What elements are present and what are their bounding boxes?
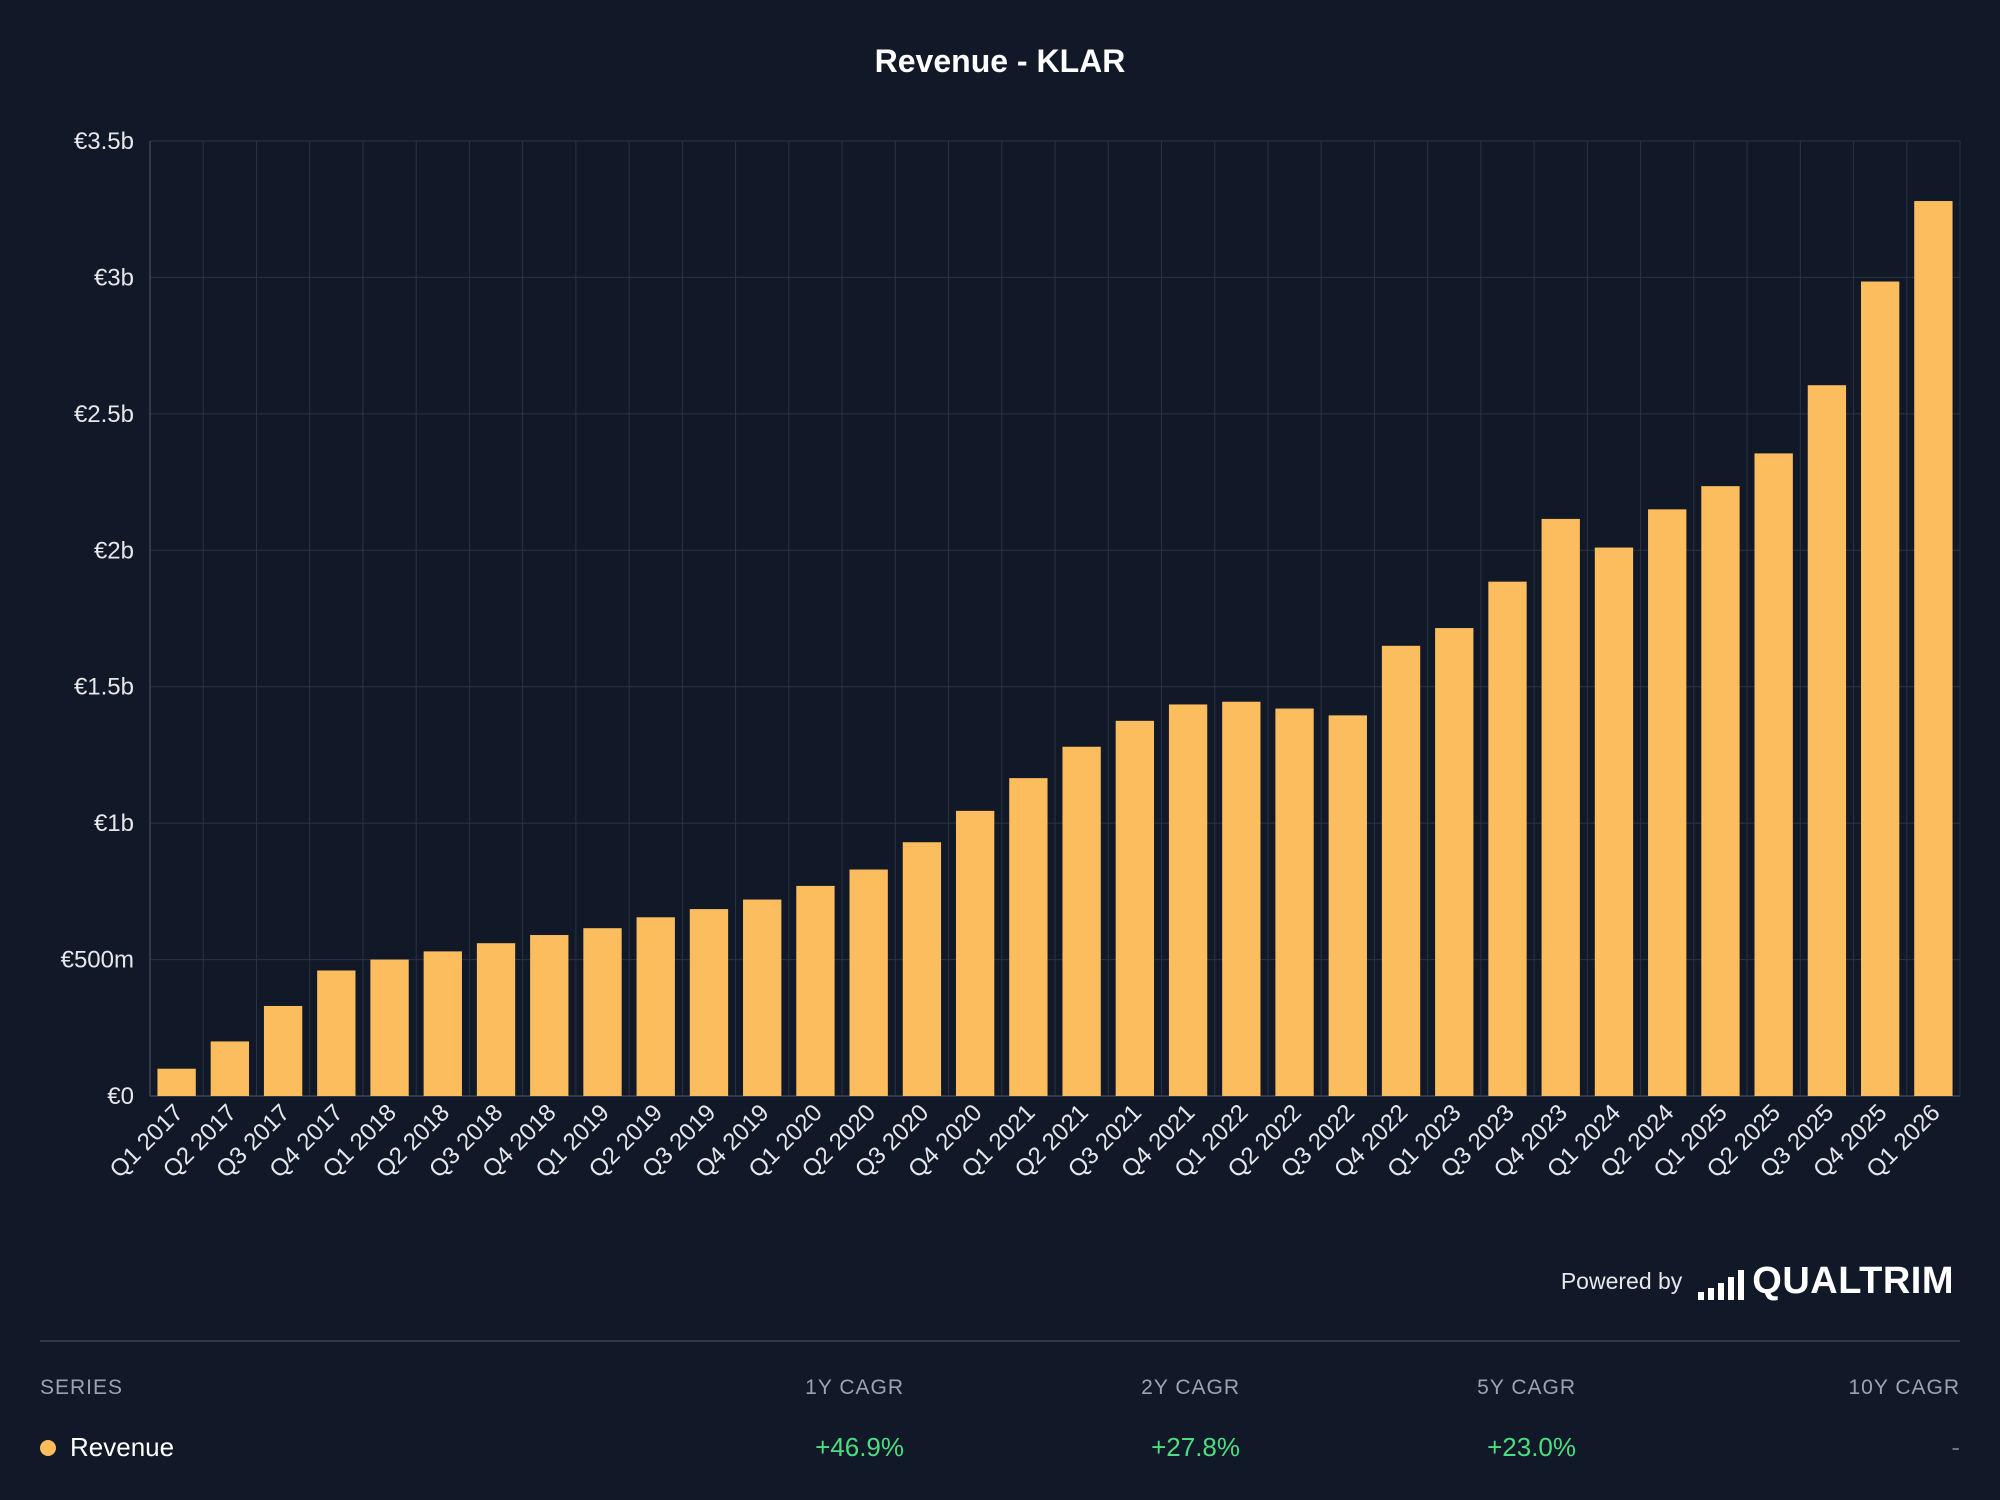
- bar-q4-2020[interactable]: [955, 810, 995, 1096]
- bar-q3-2021[interactable]: [1115, 720, 1155, 1096]
- bar-chart-icon: [1698, 1270, 1745, 1300]
- bar-q3-2018[interactable]: [476, 943, 516, 1096]
- bar-q1-2023[interactable]: [1435, 628, 1474, 1096]
- header-10y-cagr: 10Y CAGR: [1848, 1376, 1960, 1399]
- series-color-dot: [40, 1439, 56, 1456]
- header-2y-cagr: 2Y CAGR: [1141, 1376, 1240, 1399]
- bar-q4-2021[interactable]: [1168, 704, 1208, 1096]
- header-1y-cagr: 1Y CAGR: [805, 1376, 904, 1399]
- brand-logo[interactable]: QUALTRIM: [1698, 1262, 1954, 1300]
- bar-q4-2022[interactable]: [1381, 645, 1421, 1096]
- chart-title: Revenue - KLAR: [875, 43, 1126, 79]
- y-tick-label: €3.5b: [74, 128, 134, 155]
- bar-q2-2021[interactable]: [1062, 746, 1101, 1096]
- brand-name: QUALTRIM: [1752, 1260, 1954, 1302]
- bar-q3-2019[interactable]: [689, 909, 729, 1096]
- y-tick-label: €1b: [94, 810, 134, 837]
- bar-q1-2025[interactable]: [1701, 486, 1740, 1096]
- y-tick-label: €3b: [94, 264, 134, 291]
- powered-by: Powered by QUALTRIM: [1561, 1262, 1954, 1300]
- bar-q1-2026[interactable]: [1914, 201, 1953, 1096]
- cagr-1y-value: +46.9%: [815, 1432, 904, 1462]
- bar-q1-2022[interactable]: [1222, 701, 1261, 1096]
- y-tick-label: €0: [107, 1083, 134, 1110]
- bar-q2-2018[interactable]: [423, 951, 462, 1096]
- bar-q1-2018[interactable]: [370, 959, 409, 1096]
- bar-q3-2017[interactable]: [263, 1005, 303, 1096]
- bar-q1-2020[interactable]: [796, 885, 835, 1096]
- y-tick-label: €2b: [94, 537, 134, 564]
- bar-q3-2023[interactable]: [1488, 581, 1527, 1096]
- y-axis-ticks: €0 €500m €1b €1.5b €2b €2.5b €3b €3.5b: [61, 128, 134, 1110]
- cagr-5y-value: +23.0%: [1487, 1432, 1576, 1462]
- cagr-2y-value: +27.8%: [1151, 1432, 1240, 1462]
- bar-q4-2025[interactable]: [1860, 281, 1900, 1096]
- bar-q1-2017[interactable]: [157, 1068, 196, 1096]
- bar-q2-2022[interactable]: [1275, 708, 1314, 1096]
- y-tick-label: €500m: [61, 947, 134, 974]
- bar-q1-2024[interactable]: [1594, 547, 1634, 1096]
- bar-q3-2020[interactable]: [902, 842, 942, 1096]
- bar-q4-2018[interactable]: [530, 935, 569, 1096]
- bars: [157, 201, 1953, 1097]
- header-series: SERIES: [40, 1376, 124, 1399]
- series-name: Revenue: [70, 1432, 175, 1462]
- revenue-bar-chart: Revenue - KLAR €0 €500m €1b €1.5b €2b €2.5b €3…: [61, 43, 1961, 1183]
- bar-q4-2019[interactable]: [743, 899, 782, 1096]
- powered-by-label: Powered by: [1560, 1267, 1683, 1294]
- bar-q2-2024[interactable]: [1648, 509, 1687, 1096]
- header-5y-cagr: 5Y CAGR: [1477, 1376, 1576, 1399]
- y-tick-label: €2.5b: [74, 401, 134, 428]
- bar-q4-2023[interactable]: [1541, 518, 1580, 1096]
- bar-q2-2017[interactable]: [210, 1041, 250, 1096]
- bar-q2-2019[interactable]: [636, 917, 675, 1096]
- bar-q3-2025[interactable]: [1807, 385, 1847, 1096]
- grid: [149, 140, 1961, 1097]
- y-tick-label: €1.5b: [74, 674, 134, 701]
- bar-q4-2017[interactable]: [317, 970, 356, 1096]
- bar-q2-2025[interactable]: [1754, 453, 1793, 1097]
- bar-q1-2019[interactable]: [583, 928, 622, 1096]
- bar-q1-2021[interactable]: [1009, 778, 1048, 1096]
- series-cell: Revenue: [40, 1432, 174, 1463]
- cagr-10y-value: -: [1951, 1432, 1960, 1462]
- bar-q2-2020[interactable]: [849, 869, 888, 1096]
- divider: [40, 1340, 1960, 1342]
- bar-q3-2022[interactable]: [1328, 715, 1367, 1096]
